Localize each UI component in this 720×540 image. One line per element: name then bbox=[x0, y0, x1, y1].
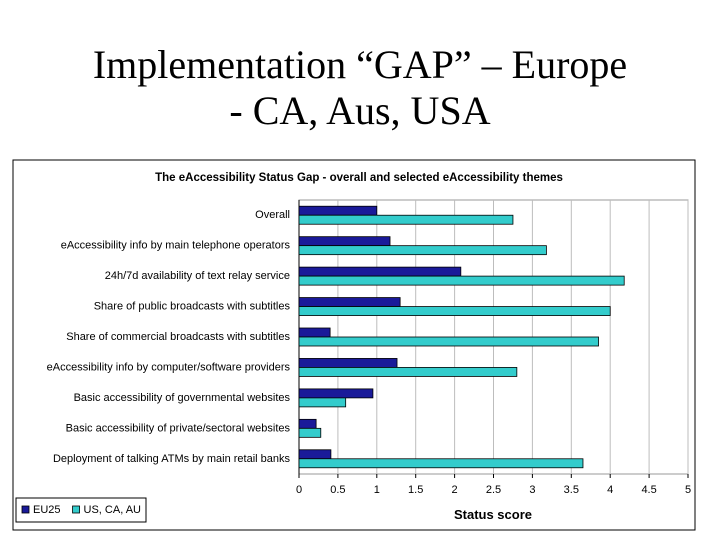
bar-eu25 bbox=[298, 205, 378, 216]
bar-eu25 bbox=[298, 388, 374, 399]
bar-eu25 bbox=[298, 327, 331, 338]
x-tick-label: 0 bbox=[296, 484, 302, 496]
bar-eu25 bbox=[298, 358, 398, 368]
x-tick-label: 2.5 bbox=[486, 484, 501, 496]
legend-swatch bbox=[21, 505, 30, 514]
x-tick-label: 2 bbox=[452, 484, 458, 496]
category-label: Share of public broadcasts with subtitle… bbox=[94, 301, 291, 313]
slide-title-line-2: - CA, Aus, USA bbox=[229, 88, 491, 133]
x-tick-label: 4 bbox=[607, 484, 613, 496]
x-tick-label: 4.5 bbox=[641, 484, 656, 496]
bar-eu25 bbox=[298, 449, 332, 460]
x-axis-label: Status score bbox=[454, 507, 532, 522]
bars bbox=[298, 205, 625, 469]
chart-title: The eAccessibility Status Gap - overall … bbox=[155, 172, 563, 184]
bar-us-ca-au bbox=[298, 367, 518, 377]
category-label: 24h/7d availability of text relay servic… bbox=[105, 270, 290, 282]
bar-eu25 bbox=[298, 418, 317, 429]
category-label: Basic accessibility of private/sectoral … bbox=[66, 422, 291, 434]
bar-eu25 bbox=[298, 236, 391, 247]
category-label: Basic accessibility of governmental webs… bbox=[74, 392, 291, 404]
category-labels: Overall eAccessibility info by main telep… bbox=[47, 209, 291, 465]
x-tick-label: 5 bbox=[685, 484, 691, 496]
legend-box bbox=[15, 497, 147, 523]
bar-eu25 bbox=[298, 266, 462, 277]
category-label: eAccessibility info by computer/software… bbox=[47, 361, 291, 373]
category-label: eAccessibility info by main telephone op… bbox=[61, 240, 291, 252]
x-tick-label: 1 bbox=[374, 484, 380, 496]
category-label: Deployment of talking ATMs by main retai… bbox=[53, 453, 291, 465]
legend-swatch bbox=[72, 505, 80, 514]
bar-us-ca-au bbox=[298, 427, 322, 438]
x-tick-label: 1.5 bbox=[408, 484, 423, 496]
bar-us-ca-au bbox=[298, 214, 514, 225]
x-tick-labels: 0 0.5 1 1.5 2 2.5 3 3.5 4 4.5 5 bbox=[296, 484, 691, 496]
legend: EU25 US, CA, AU bbox=[15, 497, 147, 523]
bar-us-ca-au bbox=[298, 275, 625, 286]
legend-label: US, CA, AU bbox=[84, 504, 142, 516]
bar-us-ca-au bbox=[298, 458, 584, 469]
x-tick-label: 0.5 bbox=[330, 484, 345, 496]
category-label: Overall bbox=[255, 209, 290, 221]
x-tick-label: 3 bbox=[529, 484, 535, 496]
bar-us-ca-au bbox=[298, 245, 547, 256]
legend-label: EU25 bbox=[33, 504, 61, 516]
slide-title: Implementation “GAP” – Europe - CA, Aus,… bbox=[0, 42, 720, 134]
bar-us-ca-au bbox=[298, 397, 347, 408]
x-tick-label: 3.5 bbox=[564, 484, 579, 496]
bar-us-ca-au bbox=[298, 306, 611, 316]
category-label: Share of commercial broadcasts with subt… bbox=[66, 331, 290, 343]
bar-eu25 bbox=[298, 297, 401, 307]
bar-us-ca-au bbox=[298, 336, 599, 347]
slide-title-line-1: Implementation “GAP” – Europe bbox=[92, 42, 628, 87]
